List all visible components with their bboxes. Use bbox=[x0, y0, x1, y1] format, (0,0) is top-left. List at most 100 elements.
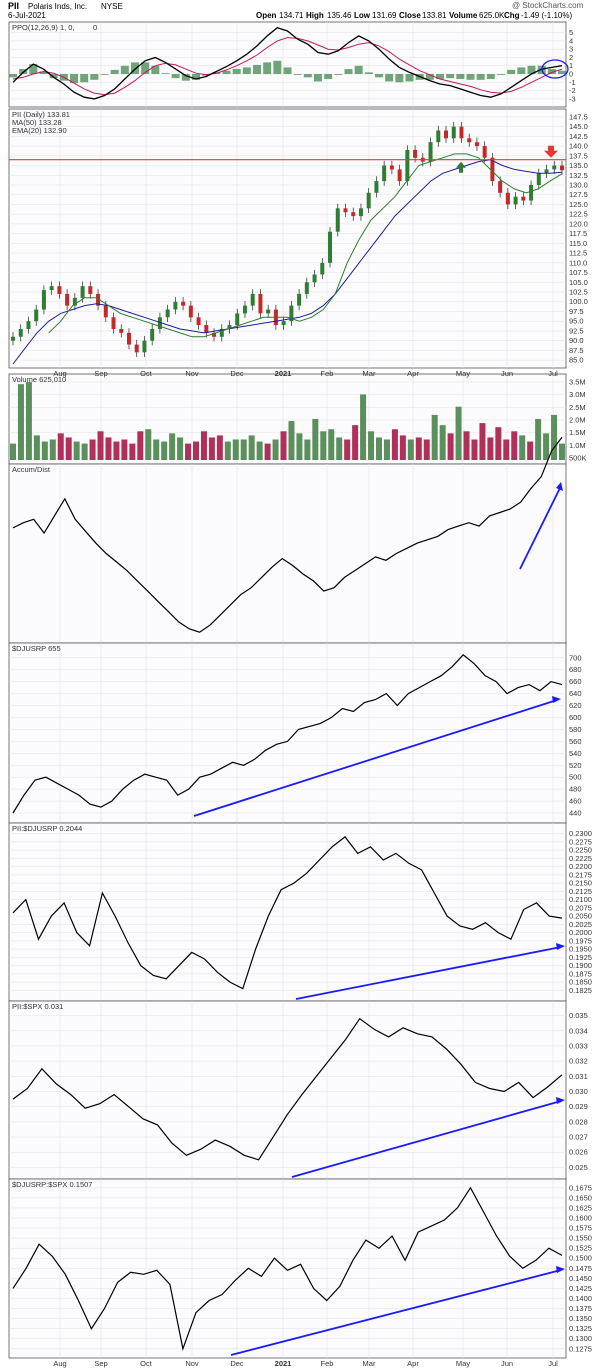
djusrp-y-tick-label: 460 bbox=[569, 797, 582, 806]
ratio2-y-tick-label: 0.031 bbox=[569, 1072, 588, 1081]
price-candle-body bbox=[312, 274, 317, 283]
ratio1-y-tick-label: 0.2250 bbox=[569, 846, 592, 855]
down-arrow-icon bbox=[544, 145, 558, 158]
ppo-histogram-bar bbox=[171, 74, 180, 79]
ratio2-y-tick-label: 0.025 bbox=[569, 1163, 588, 1172]
price-title: PII (Daily) 133.81 bbox=[12, 110, 70, 119]
ratio1-y-tick-label: 0.1900 bbox=[569, 961, 592, 970]
price-candle-body bbox=[297, 293, 302, 306]
ppo-y-tick-label: 1 bbox=[569, 61, 573, 70]
ratio1-y-tick-label: 0.2225 bbox=[569, 854, 592, 863]
price-candle-body bbox=[536, 173, 541, 185]
x-axis-label-dec: Dec bbox=[230, 1359, 244, 1368]
price-candle-body bbox=[459, 126, 464, 139]
price-candle-body bbox=[150, 328, 155, 341]
volume-bar bbox=[559, 443, 565, 460]
ppo-histogram-bar bbox=[497, 74, 505, 75]
volume-bar bbox=[511, 431, 518, 460]
close-label: Close bbox=[399, 11, 421, 20]
ppo-histogram-bar bbox=[354, 65, 363, 75]
ratio1-y-tick-label: 0.1950 bbox=[569, 945, 592, 954]
ratio1-y-tick-label: 0.2075 bbox=[569, 903, 592, 912]
ppo-histogram-bar bbox=[476, 74, 485, 80]
price-candle-body bbox=[304, 282, 309, 294]
ratio3-y-tick-label: 0.1650 bbox=[569, 1193, 592, 1202]
volume-bar bbox=[200, 431, 207, 460]
volume-bar bbox=[407, 439, 414, 460]
ppo-histogram-bar bbox=[49, 74, 58, 79]
price-candle-body bbox=[413, 149, 418, 158]
volume-bar bbox=[535, 419, 542, 460]
price-candle-body bbox=[142, 340, 147, 353]
ad-title: Accum/Dist bbox=[12, 465, 51, 474]
ppo-histogram-bar bbox=[517, 67, 526, 75]
price-candle-body bbox=[451, 126, 456, 139]
volume-bar bbox=[280, 431, 287, 460]
accum-dist-arrowhead bbox=[556, 482, 563, 491]
volume-bar bbox=[216, 435, 223, 460]
volume-bar bbox=[224, 441, 231, 460]
price-candle-body bbox=[34, 309, 39, 322]
price-candle-body bbox=[235, 313, 240, 326]
ppo-histogram-bar bbox=[375, 74, 383, 78]
ppo-histogram-bar bbox=[486, 74, 495, 79]
price-candle-body bbox=[444, 130, 449, 139]
ppo-histogram-bar bbox=[90, 74, 99, 80]
change-value: -1.49 (-1.10%) bbox=[521, 11, 573, 20]
volume-bar bbox=[352, 425, 359, 460]
ppo-histogram-bar bbox=[253, 64, 261, 75]
volume-bar bbox=[463, 431, 470, 460]
price-candle-body bbox=[188, 305, 193, 318]
ratio3-y-tick-label: 0.1275 bbox=[569, 1344, 592, 1353]
volume-bar bbox=[304, 439, 311, 460]
x-axis-label-apr: Apr bbox=[407, 1359, 419, 1368]
volume-bar bbox=[129, 443, 136, 460]
volume-value: 625.0K bbox=[479, 11, 505, 20]
ratio1-y-tick-label: 0.2125 bbox=[569, 887, 592, 896]
price-candle-body bbox=[490, 157, 495, 182]
volume-bar bbox=[399, 435, 406, 460]
volume-bar bbox=[503, 439, 510, 460]
volume-y-tick-label: 2.5M bbox=[569, 403, 586, 412]
volume-bar bbox=[185, 443, 192, 460]
djusrp-y-tick-label: 660 bbox=[569, 677, 582, 686]
price-candle-body bbox=[72, 297, 77, 306]
price-y-tick-label: 120.0 bbox=[569, 219, 588, 228]
ratio3-y-tick-label: 0.1450 bbox=[569, 1274, 592, 1283]
ratio3-y-tick-label: 0.1675 bbox=[569, 1183, 592, 1192]
volume-bar bbox=[312, 419, 319, 460]
ppo-panel-frame bbox=[8, 21, 567, 108]
ppo-histogram-bar bbox=[131, 62, 139, 75]
price-panel-frame bbox=[8, 108, 567, 369]
ratio1-y-tick-label: 0.2100 bbox=[569, 895, 592, 904]
volume-bar bbox=[193, 441, 199, 460]
ratio1-y-tick-label: 0.2050 bbox=[569, 912, 592, 921]
ppo-y-tick-label: -1 bbox=[569, 78, 576, 87]
price-candle-body bbox=[26, 321, 31, 329]
ratio3-y-tick-label: 0.1300 bbox=[569, 1334, 592, 1343]
price-candle-body bbox=[405, 149, 410, 182]
price-x-axis-label: Sep bbox=[94, 369, 107, 378]
volume-bar bbox=[447, 433, 454, 460]
ppo-histogram-bar bbox=[273, 60, 282, 75]
price-y-tick-label: 135.0 bbox=[569, 161, 588, 170]
ratio1-line bbox=[12, 836, 563, 990]
price-candle-body bbox=[358, 208, 363, 217]
volume-bar bbox=[296, 433, 303, 460]
volume-bar bbox=[25, 382, 32, 460]
close-value: 133.81 bbox=[422, 11, 447, 20]
ppo-y-tick-label: -2 bbox=[569, 86, 576, 95]
ppo-title-suffix: 0 bbox=[93, 23, 97, 32]
price-candle-body bbox=[320, 262, 325, 275]
x-axis-label-feb: Feb bbox=[321, 1359, 334, 1368]
ppo-histogram-bar bbox=[222, 70, 231, 75]
volume-bar bbox=[97, 431, 104, 460]
ratio3-y-tick-label: 0.1325 bbox=[569, 1324, 592, 1333]
price-candle-body bbox=[65, 293, 70, 306]
price-y-tick-label: 95.0 bbox=[569, 317, 584, 326]
volume-bar bbox=[264, 443, 271, 460]
ppo-histogram-bar bbox=[151, 65, 160, 75]
price-candle-body bbox=[18, 328, 23, 337]
volume-bar bbox=[121, 439, 128, 460]
